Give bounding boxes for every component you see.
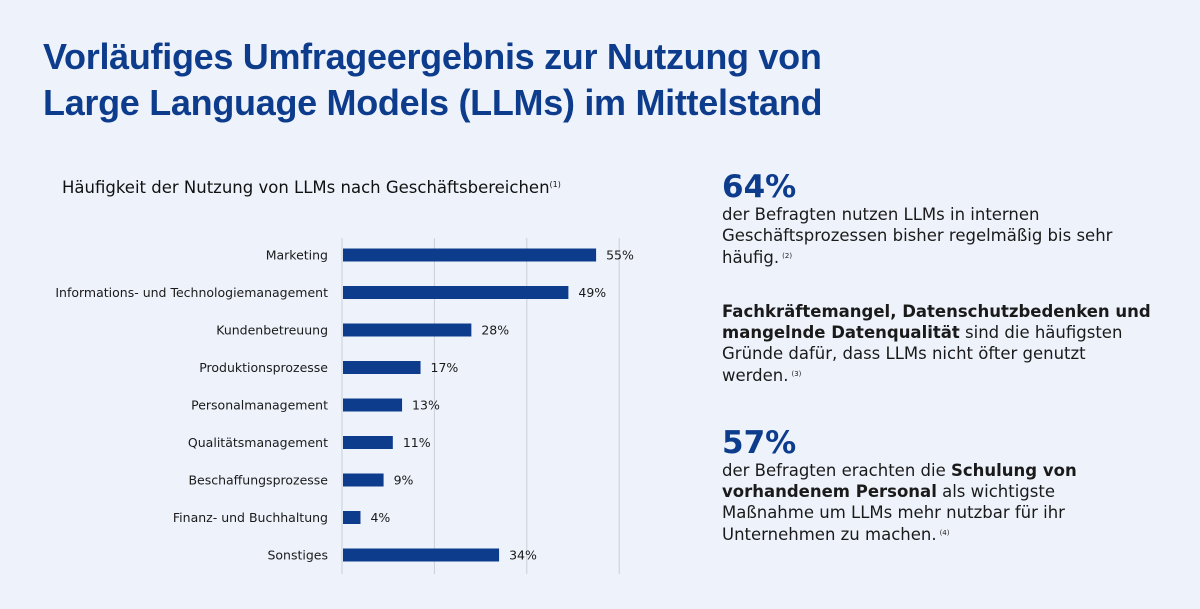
page-title-line-1: Vorläufiges Umfrageergebnis zur Nutzung … — [43, 36, 822, 77]
value-label: 4% — [370, 510, 390, 525]
kpi-text-segment-bold: Schulung von vorhandenem Personal — [722, 461, 1077, 501]
value-label: 34% — [509, 548, 537, 563]
category-label: Personalmanagement — [191, 398, 328, 413]
chart-title-footnote: (1) — [549, 180, 561, 189]
category-label: Marketing — [266, 248, 328, 263]
kpi-footnote: (4) — [939, 529, 950, 537]
category-label: Qualitätsmanagement — [188, 435, 328, 450]
chart-title: Häufigkeit der Nutzung von LLMs nach Ges… — [62, 178, 561, 197]
bar — [343, 473, 384, 487]
value-label: 55% — [606, 248, 634, 263]
kpi-block-reasons: Fachkräftemangel, Datenschutzbedenken un… — [722, 301, 1152, 386]
value-label: 28% — [481, 323, 509, 338]
bar — [343, 248, 597, 262]
kpi-text-segment: der Befragten nutzen LLMs in internen Ge… — [722, 205, 1113, 267]
value-label: 49% — [578, 285, 606, 300]
category-label: Informations- und Technologiemanagement — [55, 285, 328, 300]
kpi-text-segment: als wichtigste Maßnahme um LLMs mehr nut… — [722, 482, 1065, 544]
category-label: Beschaffungsprozesse — [188, 473, 328, 488]
value-label: 9% — [394, 473, 414, 488]
kpi-number-training: 57% — [722, 425, 797, 461]
kpi-footnote: (3) — [791, 370, 802, 378]
value-label: 17% — [431, 360, 459, 375]
bar — [343, 323, 472, 337]
kpi-block-usage: 64% der Befragten nutzen LLMs in interne… — [722, 170, 1152, 268]
kpi-text-reasons: Fachkräftemangel, Datenschutzbedenken un… — [722, 301, 1152, 386]
kpi-text-training: der Befragten erachten die Schulung von … — [722, 460, 1152, 545]
kpi-number-usage: 64% — [722, 169, 797, 205]
bar — [343, 548, 500, 562]
category-label: Sonstiges — [267, 548, 328, 563]
category-label: Kundenbetreuung — [216, 323, 328, 338]
kpi-footnote: (2) — [782, 252, 793, 260]
kpi-block-training: 57% der Befragten erachten die Schulung … — [722, 426, 1152, 545]
bar — [343, 286, 569, 299]
value-label: 11% — [403, 435, 431, 450]
chart-title-text: Häufigkeit der Nutzung von LLMs nach Ges… — [62, 178, 550, 197]
bar — [343, 436, 393, 449]
page-title-line-2: Large Language Models (LLMs) im Mittelst… — [43, 82, 823, 123]
kpi-text-usage: der Befragten nutzen LLMs in internen Ge… — [722, 204, 1152, 268]
kpi-text-segment: sind die häufigsten Gründe dafür, dass L… — [722, 323, 1123, 385]
bar — [343, 361, 421, 374]
page-title: Vorläufiges Umfrageergebnis zur Nutzung … — [43, 34, 822, 126]
kpi-text-segment: der Befragten erachten die — [722, 461, 951, 480]
category-label: Finanz- und Buchhaltung — [173, 510, 328, 525]
bar — [343, 398, 403, 412]
kpi-text-segment-bold: Fachkräftemangel, Datenschutzbedenken un… — [722, 302, 1151, 342]
value-label: 13% — [412, 398, 440, 413]
bar — [343, 511, 361, 524]
category-label: Produktionsprozesse — [199, 360, 328, 375]
chart-bars: Marketing 55% Informations- und Technologi… — [55, 248, 634, 563]
